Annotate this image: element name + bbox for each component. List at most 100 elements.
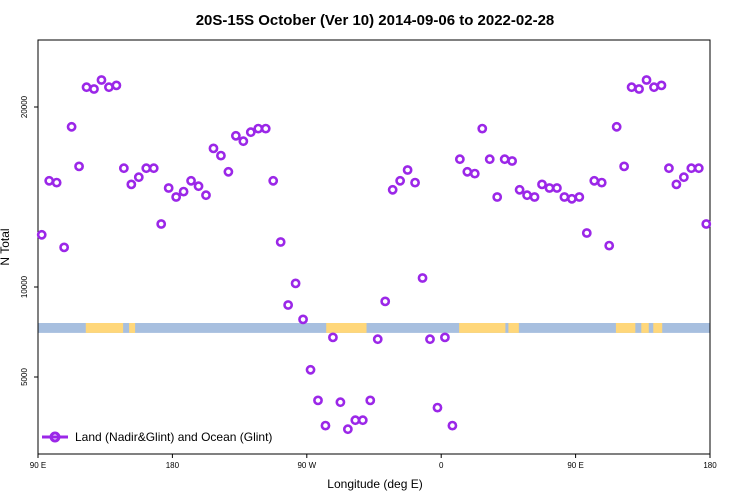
data-point	[559, 192, 570, 202]
data-point	[678, 172, 689, 183]
data-point	[604, 240, 615, 251]
data-point	[410, 177, 420, 188]
legend: Land (Nadir&Glint) and Ocean (Glint)	[42, 430, 272, 444]
data-point	[469, 168, 480, 179]
data-point	[104, 82, 114, 93]
x-axis: 90 E 180 90 W 0 90 E 180	[30, 454, 717, 470]
data-point	[111, 80, 122, 91]
data-point	[275, 237, 286, 247]
data-point	[626, 82, 637, 93]
data-point	[357, 415, 368, 426]
chart-title: 20S-15S October (Ver 10) 2014-09-06 to 2…	[196, 12, 555, 29]
data-point	[492, 192, 503, 202]
data-point	[298, 314, 308, 325]
data-point	[178, 186, 189, 197]
x-axis-title: Longitude (deg E)	[327, 477, 422, 491]
data-point	[701, 219, 712, 229]
data-point	[395, 175, 406, 186]
data-point	[552, 183, 562, 193]
data-point	[350, 415, 361, 426]
data-point	[365, 395, 376, 406]
data-point	[216, 150, 226, 161]
data-point	[36, 229, 47, 240]
data-point	[89, 84, 99, 94]
data-points	[36, 75, 712, 435]
data-point	[253, 123, 264, 134]
data-point	[193, 181, 204, 192]
data-point	[342, 424, 353, 435]
data-point	[671, 179, 682, 190]
data-point	[201, 190, 211, 201]
data-point	[656, 80, 667, 91]
data-point	[484, 154, 495, 165]
data-point	[118, 163, 129, 174]
legend-label: Land (Nadir&Glint) and Ocean (Glint)	[75, 430, 272, 444]
data-point	[402, 165, 413, 175]
ocean-band	[38, 323, 710, 333]
data-point	[634, 84, 644, 94]
data-point	[686, 163, 697, 174]
x-tick-label: 90 E	[30, 461, 46, 470]
data-point	[66, 121, 77, 132]
data-point	[447, 420, 458, 431]
data-point	[477, 123, 488, 134]
data-point	[186, 175, 196, 186]
land-ocean-mask	[38, 323, 710, 333]
land-segment	[326, 323, 367, 333]
data-point	[566, 193, 577, 204]
data-point	[589, 175, 600, 186]
data-point	[126, 179, 137, 190]
y-tick-label: 20000	[20, 95, 29, 118]
data-point	[335, 397, 346, 408]
data-point	[544, 183, 555, 193]
data-point	[372, 334, 383, 345]
data-point	[96, 75, 107, 85]
data-point	[387, 184, 398, 195]
data-point	[380, 296, 391, 307]
data-point	[313, 395, 323, 406]
data-point	[163, 183, 174, 193]
data-point	[268, 175, 279, 186]
data-point	[230, 130, 241, 141]
land-segment	[459, 323, 506, 333]
data-point	[148, 163, 159, 174]
y-axis: 5000 10000 20000	[20, 95, 38, 386]
data-point	[141, 163, 152, 174]
data-point	[641, 75, 652, 85]
data-point	[320, 420, 331, 431]
data-point	[574, 192, 585, 202]
data-point	[649, 82, 659, 93]
plot-frame	[37, 39, 711, 455]
land-segment	[508, 323, 519, 333]
data-point	[328, 332, 338, 343]
data-point	[223, 166, 234, 177]
data-point	[440, 332, 450, 343]
data-point	[432, 402, 443, 413]
x-tick-label: 0	[439, 461, 444, 470]
y-tick-label: 10000	[20, 275, 29, 298]
land-segment	[132, 323, 136, 333]
data-point	[619, 161, 630, 172]
land-segment	[653, 323, 663, 333]
data-point	[454, 154, 465, 165]
data-point	[44, 175, 55, 186]
data-point	[208, 143, 219, 154]
data-point	[74, 161, 84, 172]
data-point	[529, 192, 540, 202]
land-segment	[85, 323, 124, 333]
data-point	[290, 278, 301, 289]
x-tick-label: 90 E	[567, 461, 583, 470]
data-point	[260, 123, 271, 134]
y-tick-label: 5000	[20, 368, 29, 386]
x-tick-label: 90 W	[297, 461, 316, 470]
data-point	[417, 273, 428, 283]
data-point	[305, 364, 316, 375]
y-axis-title: N Total	[0, 228, 12, 265]
data-point	[514, 184, 525, 195]
data-point	[81, 82, 92, 93]
data-point	[499, 154, 510, 165]
land-segment	[615, 323, 636, 333]
data-point	[245, 127, 256, 138]
data-point	[581, 228, 592, 238]
